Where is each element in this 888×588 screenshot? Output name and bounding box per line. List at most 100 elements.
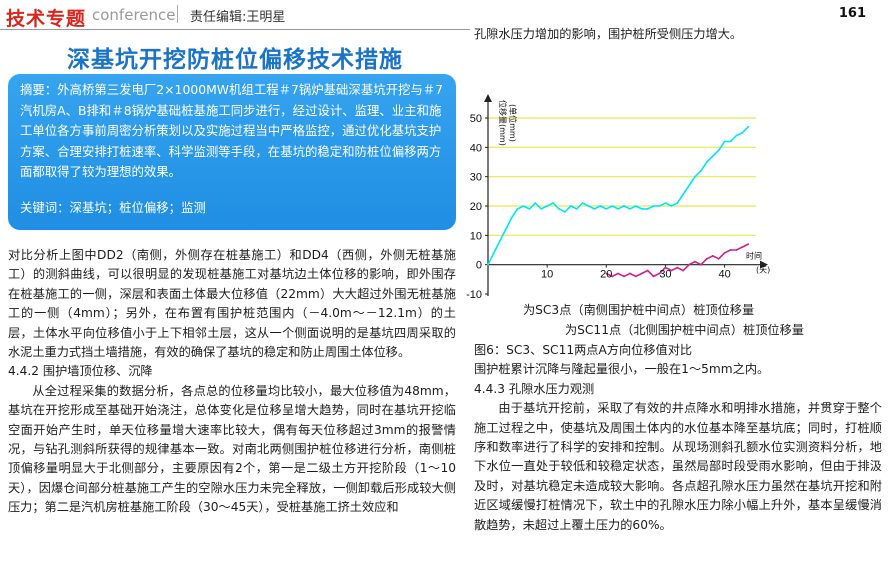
right-paragraph-1: 围护桩累计沉降与隆起量很小，一般在1～5mm之内。 xyxy=(474,362,770,377)
series-point-sc3-20 xyxy=(605,208,608,210)
keywords-text: 关键词：深基坑；桩位偏移；监测 xyxy=(20,199,206,215)
article-title: 深基坑开挖防桩位偏移技术措施 xyxy=(67,47,403,73)
right-column-body: 图6：SC3、SC11两点A方向位移值对比 围护桩累计沉降与隆起量很小，一般在1… xyxy=(474,341,882,535)
x-axis-label: 时间 xyxy=(746,251,762,261)
right-column-top-text: 孔隙水压力增加的影响，围护桩所受侧压力增大。 xyxy=(474,27,743,41)
series-point-sc3-19 xyxy=(599,205,602,207)
series-point-sc11-17 xyxy=(706,257,708,260)
series-point-sc3-26 xyxy=(640,208,643,210)
series-point-sc3-32 xyxy=(676,202,679,204)
series-point-sc11-0 xyxy=(605,272,608,275)
editor-credit: 责任编辑:王明星 xyxy=(190,10,286,25)
header-divider xyxy=(177,5,178,23)
page-number: 161 xyxy=(838,6,866,21)
x-axis-arrow xyxy=(760,260,768,269)
series-point-sc3-17 xyxy=(587,205,590,207)
series-point-sc3-6 xyxy=(522,205,525,207)
series-point-sc11-1 xyxy=(611,275,614,278)
y-tick-label-0: 0 xyxy=(476,260,482,272)
section-brand-english: conference xyxy=(92,6,176,24)
series-point-sc3-29 xyxy=(658,205,661,207)
series-point-sc3-41 xyxy=(729,140,732,143)
series-point-sc11-24 xyxy=(747,243,750,246)
section-heading-4-4-3: 4.4.3 孔隙水压力观测 xyxy=(474,381,595,396)
series-point-sc3-2 xyxy=(498,240,501,243)
chart-labels: -10 0 10 20 30 40 50 10 20 30 40 位移量(mm) (单位mm) 时间 (天) xyxy=(466,100,770,301)
figure-caption: 图6：SC3、SC11两点A方向位移值对比 xyxy=(474,343,693,357)
x-tick-label-10: 10 xyxy=(541,269,553,281)
series-point-sc3-40 xyxy=(723,140,726,143)
series-point-sc3-24 xyxy=(629,208,631,210)
series-point-sc11-11 xyxy=(670,269,673,272)
series-point-sc11-16 xyxy=(700,263,702,266)
section-heading-4-4-2: 4.4.2 围护墙顶位移、沉降 xyxy=(8,364,153,379)
chart-legend-sc11: 为SC11点（北侧围护桩中间点）桩顶位移量 xyxy=(565,323,804,337)
series-point-sc11-14 xyxy=(688,263,690,266)
x-axis-unit: (天) xyxy=(756,266,770,275)
y-axis-arrow xyxy=(484,94,492,102)
series-point-sc11-18 xyxy=(711,255,714,257)
series-point-sc3-28 xyxy=(652,205,655,207)
chart-gridlines xyxy=(488,117,756,236)
series-point-sc3-12 xyxy=(558,208,560,210)
y-tick-label-10: 10 xyxy=(470,230,482,242)
right-paragraph-2: 由于基坑开挖前，采取了有效的井点降水和明排水措施，并贯穿于整个施工过程之中，使基… xyxy=(474,401,882,532)
series-point-sc3-44 xyxy=(747,125,750,128)
y-tick-label-50: 50 xyxy=(470,113,482,125)
series-point-sc11-22 xyxy=(735,249,738,251)
series-point-sc3-30 xyxy=(664,202,667,204)
y-axis-unit: (单位mm) xyxy=(508,104,518,142)
series-point-sc3-13 xyxy=(564,211,566,213)
series-point-sc11-21 xyxy=(729,249,732,251)
chart-axes xyxy=(484,94,768,296)
series-point-sc3-18 xyxy=(593,208,596,210)
series-point-sc3-37 xyxy=(706,161,708,163)
series-point-sc3-35 xyxy=(694,175,696,178)
series-point-sc3-23 xyxy=(623,205,625,207)
series-point-sc3-15 xyxy=(575,208,578,210)
series-point-sc3-36 xyxy=(700,169,702,172)
series-point-sc3-7 xyxy=(528,208,531,210)
series-point-sc3-10 xyxy=(546,205,548,207)
series-point-sc11-4 xyxy=(629,272,631,275)
series-point-sc11-2 xyxy=(617,272,619,275)
series-point-sc3-3 xyxy=(504,228,507,231)
series-point-sc11-5 xyxy=(635,275,637,278)
y-tick-label--10: -10 xyxy=(466,289,482,301)
series-point-sc3-33 xyxy=(682,193,685,196)
series-point-sc3-38 xyxy=(711,155,714,157)
series-point-sc11-23 xyxy=(741,246,744,249)
series-point-sc11-9 xyxy=(658,272,661,275)
series-point-sc3-4 xyxy=(510,216,513,219)
y-tick-label-40: 40 xyxy=(470,142,482,154)
series-point-sc11-8 xyxy=(652,275,655,278)
series-point-sc11-7 xyxy=(646,269,649,272)
left-column-body: 对比分析上图中DD2（南侧，外侧存在桩基施工）和DD4（西侧，外侧无桩基施工）的… xyxy=(8,246,456,518)
series-point-sc11-3 xyxy=(623,275,625,278)
series-point-sc3-16 xyxy=(581,202,584,204)
series-point-sc3-31 xyxy=(670,205,673,207)
abstract-box: 摘要：外高桥第三发电厂2×1000MW机组工程＃7锅炉基础深基坑开挖与＃7汽机房… xyxy=(8,74,456,230)
x-tick-label-40: 40 xyxy=(718,269,730,281)
series-point-sc11-13 xyxy=(682,269,685,272)
series-point-sc3-22 xyxy=(617,208,619,210)
series-point-sc11-6 xyxy=(640,272,643,275)
chart-series xyxy=(487,125,750,278)
series-point-sc3-0 xyxy=(487,263,489,266)
series-point-sc3-34 xyxy=(688,184,690,187)
series-point-sc3-8 xyxy=(534,202,537,204)
y-tick-label-30: 30 xyxy=(470,172,482,184)
x-tick-label-20: 20 xyxy=(600,269,612,281)
series-point-sc3-11 xyxy=(552,202,554,204)
x-tick-label-30: 30 xyxy=(659,269,671,281)
series-point-sc3-5 xyxy=(516,208,519,210)
series-point-sc3-1 xyxy=(493,252,495,254)
series-point-sc11-10 xyxy=(664,266,667,269)
series-point-sc3-14 xyxy=(569,205,572,207)
series-point-sc11-20 xyxy=(723,252,726,254)
series-point-sc3-43 xyxy=(741,131,744,134)
page-header: 技术专题 conference 责任编辑:王明星 161 xyxy=(0,0,888,30)
abstract-text: 摘要：外高桥第三发电厂2×1000MW机组工程＃7锅炉基础深基坑开挖与＃7汽机房… xyxy=(20,82,444,179)
series-point-sc11-15 xyxy=(694,260,696,263)
left-paragraph-1: 对比分析上图中DD2（南侧，外侧存在桩基施工）和DD4（西侧，外侧无桩基施工）的… xyxy=(8,248,456,360)
